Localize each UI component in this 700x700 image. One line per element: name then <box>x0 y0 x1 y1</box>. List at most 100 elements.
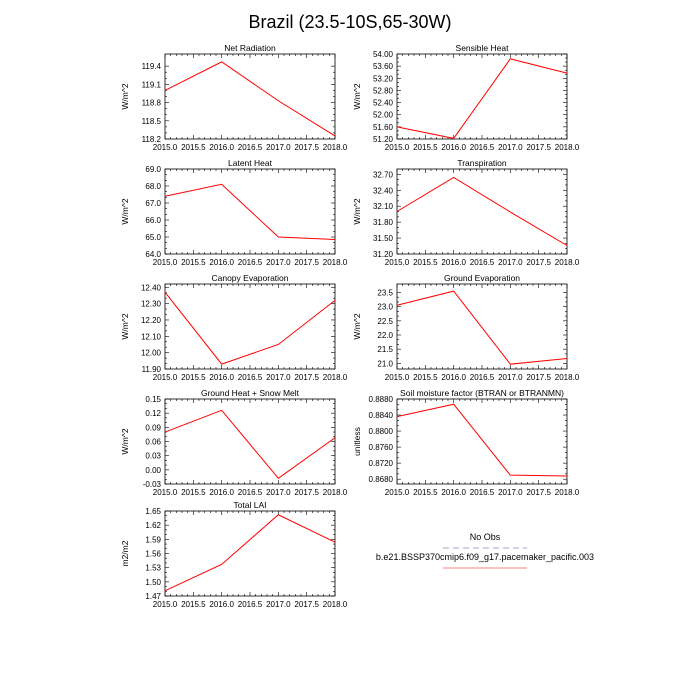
y-tick-label: 64.0 <box>145 250 161 259</box>
y-tick-label: 1.62 <box>145 521 161 530</box>
x-tick-label: 2015.5 <box>413 143 438 152</box>
y-axis-label: unitless <box>352 427 362 456</box>
x-tick-label: 2016.5 <box>470 373 495 382</box>
y-tick-label: 31.20 <box>373 250 394 259</box>
y-axis-label: W/m^2 <box>352 83 362 109</box>
panel-title: Net Radiation <box>224 43 276 53</box>
x-tick-label: 2015.5 <box>181 373 206 382</box>
x-tick-label: 2015.5 <box>181 143 206 152</box>
x-tick-label: 2018.0 <box>323 143 348 152</box>
panel-title: Soil moisture factor (BTRAN or BTRANMN) <box>400 388 564 398</box>
y-tick-label: 0.00 <box>145 466 161 475</box>
x-tick-label: 2018.0 <box>555 488 580 497</box>
plot-frame <box>396 168 568 255</box>
x-tick-label: 2016.5 <box>470 258 495 267</box>
plot-frame <box>164 398 336 485</box>
x-tick-label: 2015.0 <box>153 143 178 152</box>
y-tick-label: 0.15 <box>145 395 161 404</box>
y-tick-label: 11.90 <box>142 365 162 374</box>
y-tick-label: 1.56 <box>145 550 161 559</box>
x-tick-label: 2018.0 <box>323 373 348 382</box>
panel-title: Ground Heat + Snow Melt <box>201 388 300 398</box>
x-tick-label: 2016.0 <box>209 143 234 152</box>
y-tick-label: 118.8 <box>142 99 162 108</box>
series-line <box>396 176 568 246</box>
y-tick-label: 0.8840 <box>369 411 394 420</box>
figure-title: Brazil (23.5-10S,65-30W) <box>248 12 451 32</box>
y-tick-label: 1.47 <box>145 592 161 601</box>
y-tick-label: 69.0 <box>145 165 161 174</box>
plot-frame <box>164 168 336 255</box>
x-tick-label: 2017.5 <box>526 258 551 267</box>
x-tick-label: 2016.0 <box>441 373 466 382</box>
x-tick-label: 2017.5 <box>294 488 319 497</box>
y-tick-label: 0.8880 <box>369 395 394 404</box>
plot-frame <box>164 510 336 597</box>
series-line <box>164 291 336 365</box>
x-tick-label: 2017.0 <box>266 600 291 609</box>
y-tick-label: 1.59 <box>145 535 161 544</box>
y-tick-label: 31.80 <box>373 218 394 227</box>
chart-panel: Ground Evaporation 2015.0 2015.5 2016.0 2016… <box>352 273 580 382</box>
x-tick-label: 2015.5 <box>181 488 206 497</box>
y-axis-label: m2/m2 <box>120 540 130 566</box>
y-tick-label: 0.8720 <box>369 459 394 468</box>
series-line <box>396 58 568 139</box>
x-tick-label: 2017.5 <box>294 600 319 609</box>
x-tick-label: 2015.0 <box>153 258 178 267</box>
y-tick-label: 0.03 <box>145 452 161 461</box>
x-tick-label: 2016.0 <box>209 488 234 497</box>
y-tick-label: 53.60 <box>373 62 394 71</box>
y-axis-label: W/m^2 <box>120 198 130 224</box>
x-tick-label: 2016.5 <box>470 488 495 497</box>
x-tick-label: 2017.5 <box>526 143 551 152</box>
x-tick-label: 2017.0 <box>498 143 523 152</box>
y-tick-label: 1.53 <box>145 564 161 573</box>
x-tick-label: 2015.0 <box>153 488 178 497</box>
y-tick-label: 31.50 <box>373 234 394 243</box>
y-tick-label: 12.00 <box>141 349 162 358</box>
x-tick-label: 2017.0 <box>266 373 291 382</box>
x-tick-label: 2017.5 <box>294 143 319 152</box>
panel-title: Sensible Heat <box>456 43 510 53</box>
panel-title: Total LAI <box>233 500 266 510</box>
y-axis-label: W/m^2 <box>120 313 130 339</box>
x-tick-label: 2015.0 <box>385 373 410 382</box>
y-tick-label: 0.06 <box>145 438 161 447</box>
x-tick-label: 2016.0 <box>209 373 234 382</box>
y-tick-label: 22.5 <box>377 317 393 326</box>
x-tick-label: 2017.0 <box>498 488 523 497</box>
x-tick-label: 2017.0 <box>498 373 523 382</box>
x-tick-label: 2018.0 <box>555 258 580 267</box>
plot-frame <box>396 283 568 370</box>
x-tick-label: 2015.5 <box>181 258 206 267</box>
x-tick-label: 2018.0 <box>323 488 348 497</box>
y-tick-label: 51.60 <box>373 123 394 132</box>
y-tick-label: 67.0 <box>145 199 161 208</box>
y-tick-label: 118.2 <box>142 135 162 144</box>
chart-panel: Canopy Evaporation 2015.0 2015.5 2016.0 2016… <box>120 273 348 382</box>
x-tick-label: 2015.0 <box>385 143 410 152</box>
y-tick-label: 22.0 <box>377 331 393 340</box>
y-tick-label: 12.40 <box>141 283 162 292</box>
y-tick-label: 23.5 <box>377 289 393 298</box>
y-tick-label: 21.0 <box>377 359 393 368</box>
x-tick-label: 2016.0 <box>441 258 466 267</box>
chart-panel: Ground Heat + Snow Melt 2015.0 2015.5 2016.… <box>120 388 348 497</box>
panel-title: Canopy Evaporation <box>211 273 288 283</box>
y-tick-label: 21.5 <box>377 345 393 354</box>
x-tick-label: 2015.0 <box>385 258 410 267</box>
y-tick-label: 118.5 <box>142 117 162 126</box>
y-axis-label: W/m^2 <box>352 313 362 339</box>
y-tick-label: 0.8680 <box>369 475 394 484</box>
y-tick-label: 1.50 <box>145 578 161 587</box>
y-tick-label: 54.00 <box>373 50 394 59</box>
y-tick-label: 119.1 <box>142 80 162 89</box>
x-tick-label: 2016.0 <box>441 488 466 497</box>
y-axis-label: W/m^2 <box>352 198 362 224</box>
